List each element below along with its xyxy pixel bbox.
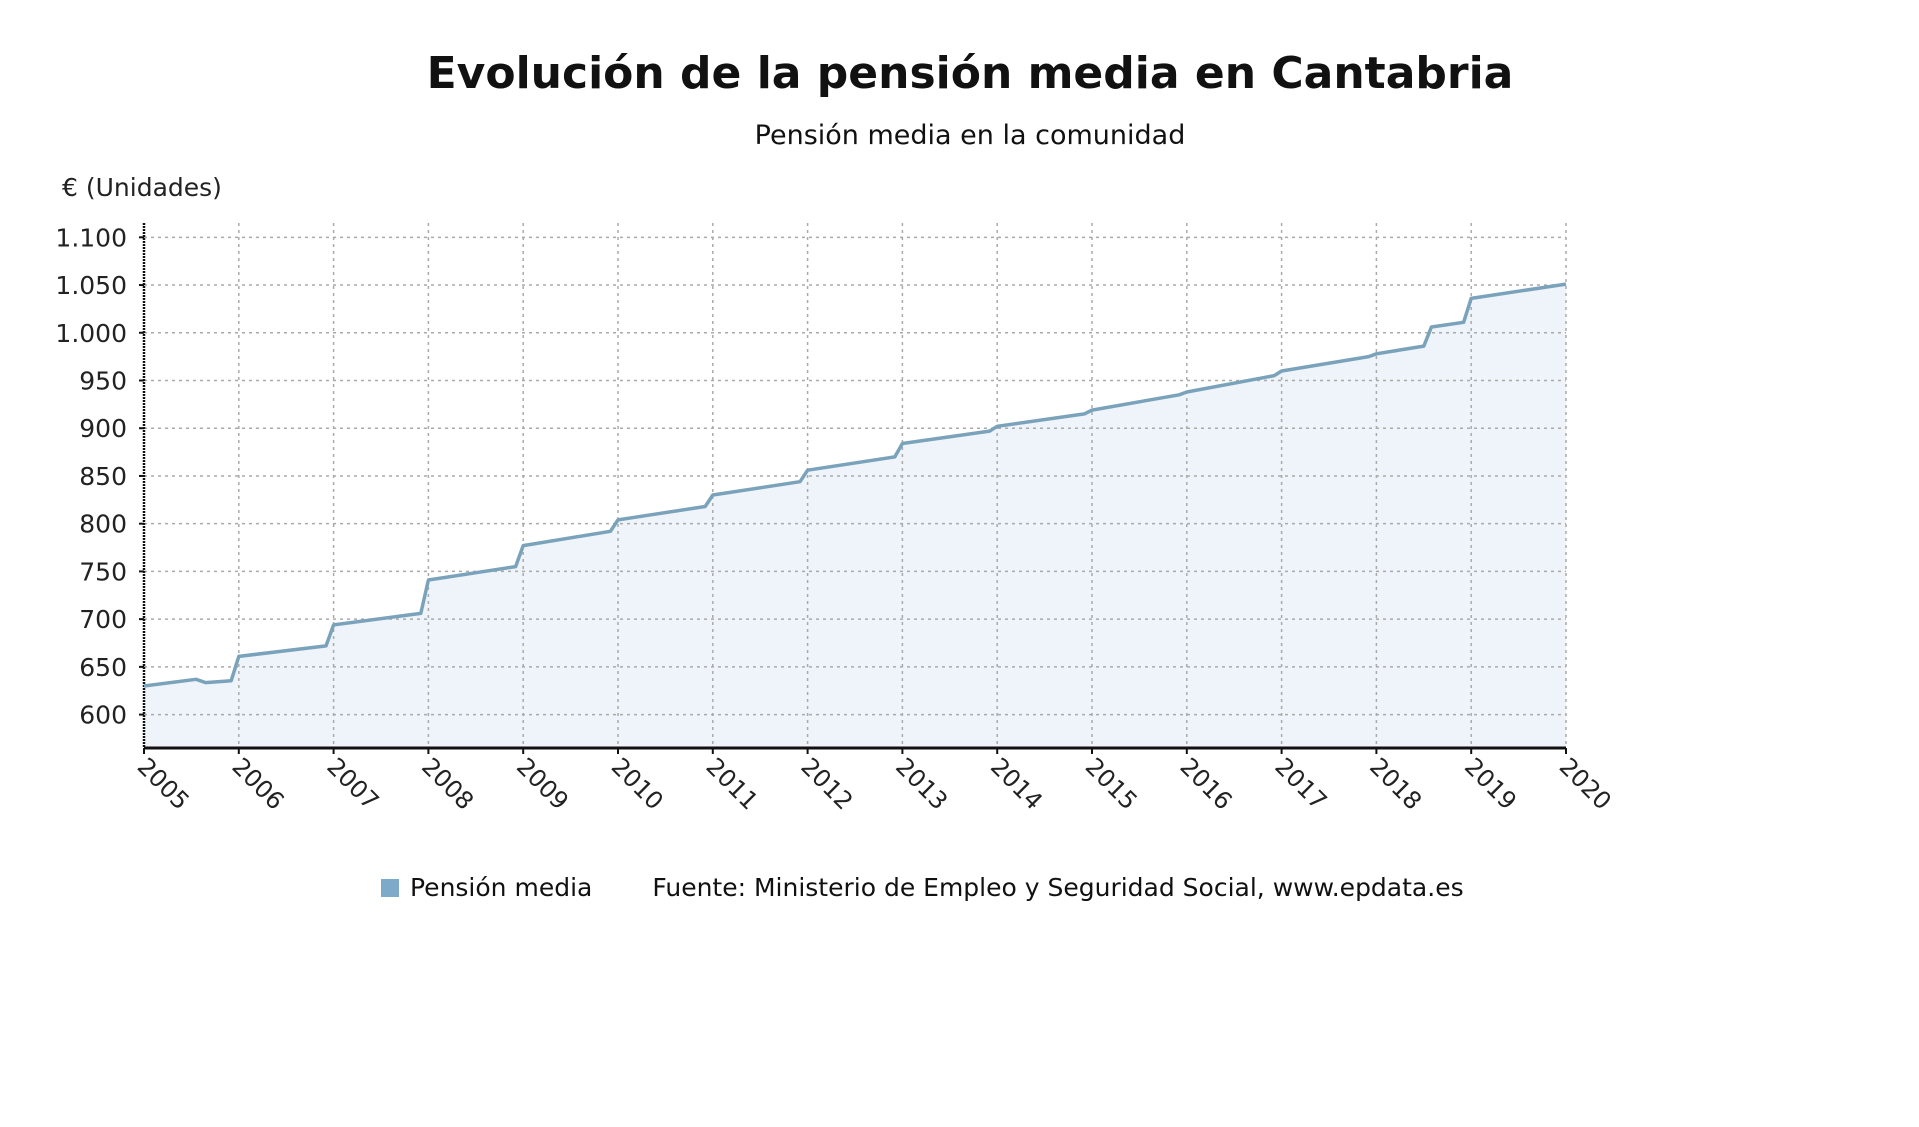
x-tick-label: 2006: [227, 752, 290, 815]
chart-title: Evolución de la pensión media en Cantabr…: [426, 48, 1514, 99]
x-tick-label: 2020: [1554, 752, 1617, 815]
y-tick-label: 700: [79, 605, 127, 634]
x-tick-label: 2008: [416, 752, 479, 815]
x-tick-label: 2013: [890, 752, 953, 815]
x-tick-label: 2017: [1269, 752, 1332, 815]
y-tick-label: 1.100: [55, 223, 127, 252]
y-tick-label: 650: [79, 653, 127, 682]
area-fill: [144, 284, 1566, 748]
y-tick-label: 1.000: [55, 319, 127, 348]
chart-subtitle: Pensión media en la comunidad: [754, 120, 1186, 151]
x-tick-label: 2019: [1459, 752, 1522, 815]
legend-label: Pensión media: [410, 873, 593, 902]
y-tick-label: 850: [79, 462, 127, 491]
legend: Pensión media Fuente: Ministerio de Empl…: [381, 873, 1464, 903]
source-note: Fuente: Ministerio de Empleo y Seguridad…: [652, 873, 1464, 902]
y-tick-label: 600: [79, 701, 127, 730]
series-line-pension-media: [143, 282, 1567, 688]
y-tick-label: 1.050: [55, 271, 127, 300]
y-tick-label: 950: [79, 367, 127, 396]
x-tick-label: 2012: [795, 752, 858, 815]
x-tick-label: 2015: [1080, 752, 1143, 815]
x-tick-label: 2005: [132, 752, 195, 815]
x-tick-label: 2010: [606, 752, 669, 815]
x-tick-label: 2011: [701, 752, 764, 815]
x-tick-label: 2009: [511, 752, 574, 815]
y-axis-label: € (Unidades): [62, 173, 222, 202]
x-tick-label: 2016: [1175, 752, 1238, 815]
legend-swatch: [381, 879, 399, 897]
y-tick-label: 750: [79, 557, 127, 586]
x-tick-label: 2018: [1364, 752, 1427, 815]
y-tick-label: 900: [79, 414, 127, 443]
x-tick-label: 2014: [985, 752, 1048, 815]
y-tick-label: 800: [79, 510, 127, 539]
x-tick-label: 2007: [321, 752, 384, 815]
